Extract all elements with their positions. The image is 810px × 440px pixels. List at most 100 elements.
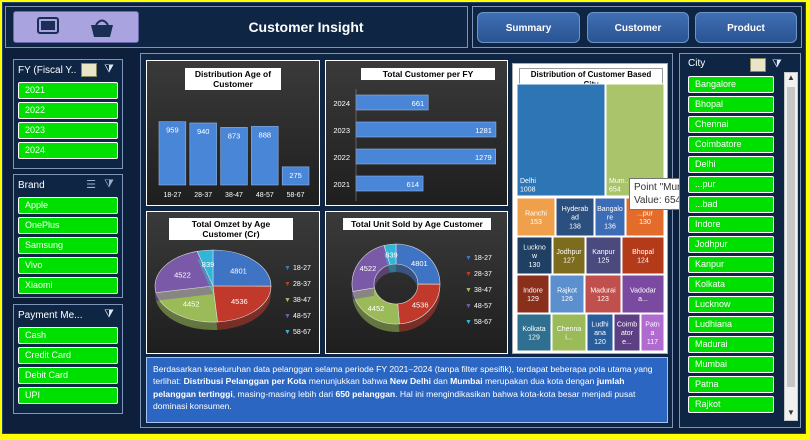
treemap-label: Rajkot <box>557 287 577 294</box>
multi-select-icon[interactable] <box>81 63 97 77</box>
treemap-cell <box>621 274 665 314</box>
city-item-patna[interactable]: Patna <box>688 376 774 393</box>
age-tick-label: 18-27 <box>163 192 181 199</box>
tooltip-point: Point "Mumbai" <box>634 182 703 193</box>
fy-item-2024[interactable]: 2024 <box>18 142 118 159</box>
city-item-kanpur[interactable]: Kanpur <box>688 256 774 273</box>
city-item-rajkot[interactable]: Rajkot <box>688 396 774 413</box>
page-title: Customer Insight <box>248 19 364 35</box>
note-bold: Mumbai <box>450 376 483 387</box>
city-item-coimbatore[interactable]: Coimbatore <box>688 136 774 153</box>
legend-marker: ▼ <box>465 303 472 310</box>
note-text: , masing-masing lebih dari <box>232 388 336 399</box>
payment-item-credit-card[interactable]: Credit Card <box>18 347 118 364</box>
scroll-up-icon[interactable]: ▲ <box>787 73 795 82</box>
note-text: menunjukkan bahwa <box>306 376 390 387</box>
fy-bar-label: 661 <box>412 99 425 108</box>
treemap-label: 126 <box>561 296 573 303</box>
omzet-pie-chart[interactable]: Total Omzet by Age Customer (Cr) 4801 453… <box>146 211 320 354</box>
slice-label: 4536 <box>231 297 248 306</box>
brand-item-oneplus[interactable]: OnePlus <box>18 217 118 234</box>
nav-bar: Summary Customer Product <box>472 6 802 48</box>
brand-item-vivo[interactable]: Vivo <box>18 257 118 274</box>
treemap-label: Kolkata <box>522 326 545 333</box>
fy-item-2022[interactable]: 2022 <box>18 102 118 119</box>
nav-product-button[interactable]: Product <box>695 12 797 43</box>
clear-filter-icon[interactable]: ⧩ <box>104 178 114 190</box>
unit-sold-donut-chart[interactable]: Total Unit Sold by Age Customer 4801 4536… <box>325 211 508 354</box>
brand-item-samsung[interactable]: Samsung <box>18 237 118 254</box>
treemap-cell <box>594 197 626 237</box>
age-bar-label: 873 <box>228 131 241 140</box>
legend-label: 58-67 <box>293 329 311 336</box>
city-item-hyderabad[interactable]: ...bad <box>688 196 774 213</box>
nav-summary-button[interactable]: Summary <box>477 12 580 43</box>
multi-select-icon[interactable]: ☰ <box>86 179 96 191</box>
payment-item-cash[interactable]: Cash <box>18 327 118 344</box>
note-text: merupakan dua kota dengan <box>482 376 597 387</box>
city-item-delhi[interactable]: Delhi <box>688 156 774 173</box>
treemap-cell <box>516 236 553 275</box>
treemap-label: Delhi <box>520 178 536 185</box>
city-item-jodhpur[interactable]: Jodhpur <box>688 236 774 253</box>
city-item-chennai[interactable]: Chennai <box>688 116 774 133</box>
brand-item-apple[interactable]: Apple <box>18 197 118 214</box>
omzet-pie-title: Total Omzet by Age Customer (Cr) <box>169 218 293 240</box>
clear-filter-icon[interactable]: ⧩ <box>104 63 114 75</box>
note-bold: New Delhi <box>389 376 431 387</box>
slice <box>212 249 272 287</box>
fy-item-2023[interactable]: 2023 <box>18 122 118 139</box>
legend-marker: ▼ <box>284 281 291 288</box>
tooltip-value: Value: 654 <box>634 195 682 206</box>
city-item-bhopal[interactable]: Bhopal <box>688 96 774 113</box>
legend-marker: ▼ <box>465 319 472 326</box>
treemap-label: Ranchi <box>525 210 547 217</box>
legend-marker: ▼ <box>284 265 291 272</box>
slice-label: 4452 <box>368 304 385 313</box>
age-bar-label: 888 <box>259 130 272 139</box>
treemap-label: Kanpur <box>592 249 615 256</box>
city-item-mumbai[interactable]: Mumbai <box>688 356 774 373</box>
nav-customer-button[interactable]: Customer <box>587 12 689 43</box>
city-item-lucknow[interactable]: Lucknow <box>688 296 774 313</box>
treemap-label: 153 <box>530 219 542 226</box>
scroll-thumb[interactable] <box>787 87 795 387</box>
legend-label: 38-47 <box>474 287 492 294</box>
city-item-list: Bangalore Bhopal Chennai Coimbatore Delhi...… <box>688 76 774 416</box>
treemap-label: i... <box>565 335 572 342</box>
legend-label: 18-27 <box>474 255 492 262</box>
multi-select-icon[interactable] <box>750 58 766 72</box>
city-item-indore[interactable]: Indore <box>688 216 774 233</box>
fy-item-2021[interactable]: 2021 <box>18 82 118 99</box>
city-item-ludhiana[interactable]: Ludhiana <box>688 316 774 333</box>
clear-filter-icon[interactable]: ⧩ <box>104 308 114 320</box>
legend-marker: ▼ <box>284 297 291 304</box>
city-item-kolkata[interactable]: Kolkata <box>688 276 774 293</box>
treemap-label: 123 <box>597 296 609 303</box>
payment-item-debit-card[interactable]: Debit Card <box>18 367 118 384</box>
fy-slicer-title: FY (Fiscal Y... <box>18 65 76 76</box>
legend-marker: ▼ <box>284 329 291 336</box>
payment-item-upi[interactable]: UPI <box>18 387 118 404</box>
brand-item-xiaomi[interactable]: Xiaomi <box>18 277 118 294</box>
city-item-madurai[interactable]: Madurai <box>688 336 774 353</box>
city-item-bangalore[interactable]: Bangalore <box>688 76 774 93</box>
scroll-down-icon[interactable]: ▼ <box>787 408 795 417</box>
brand-slicer-title: Brand <box>18 180 45 191</box>
age-distribution-chart[interactable]: Distribution Age of Customer 959 18-27 940… <box>146 60 320 206</box>
insight-note: Berdasarkan keseluruhan data pelanggan s… <box>146 357 668 423</box>
treemap-label: 129 <box>527 296 539 303</box>
treemap-label: Hyderab <box>562 206 589 213</box>
customer-per-fy-chart[interactable]: Total Customer per FY 661 2024 1281 2023 127… <box>325 60 508 206</box>
note-text: Berdasarkan keseluruhan data pelanggan s… <box>153 364 653 387</box>
note-text: . Hal ini mengindikasikan bahwa kota-kot… <box>153 388 636 412</box>
city-slicer-title: City <box>688 58 706 69</box>
city-item-guwahati[interactable]: ...pur <box>688 176 774 193</box>
age-bar <box>220 127 248 186</box>
treemap-label: 127 <box>563 258 575 265</box>
treemap-label: Coimb <box>617 322 637 329</box>
city-scrollbar[interactable]: ▲ ▼ <box>784 72 798 421</box>
treemap-cell <box>516 197 556 237</box>
clear-filter-icon[interactable]: ⧩ <box>772 58 782 70</box>
treemap-label: 130 <box>529 262 541 269</box>
